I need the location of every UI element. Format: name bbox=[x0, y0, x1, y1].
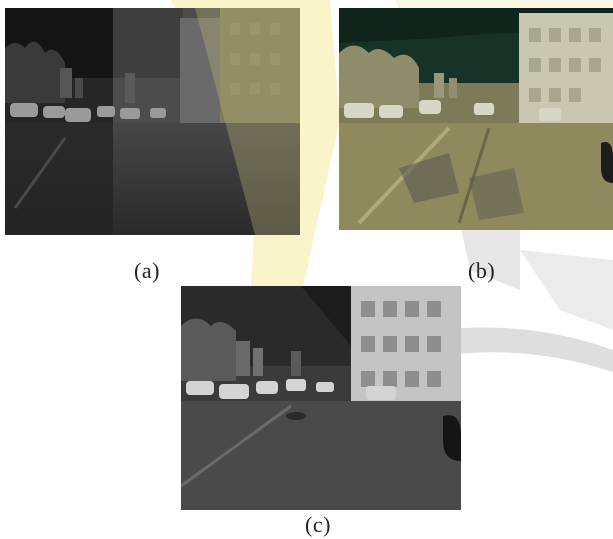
panel-b-image bbox=[339, 8, 613, 230]
caption-b: (b) bbox=[468, 258, 496, 283]
panel-a-image bbox=[5, 8, 300, 235]
panel-c-image bbox=[181, 286, 461, 510]
caption-c: (c) bbox=[305, 512, 331, 537]
caption-a: (a) bbox=[134, 258, 160, 283]
